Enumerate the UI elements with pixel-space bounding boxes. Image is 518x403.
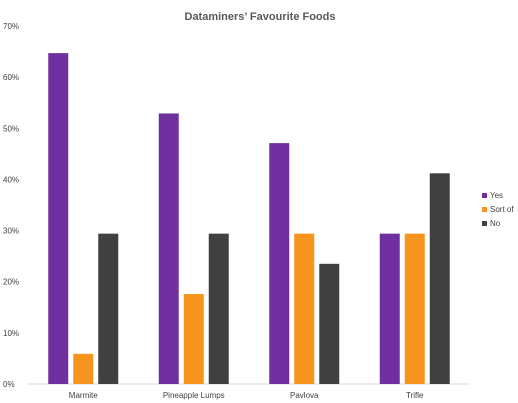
- legend-label: No: [490, 219, 501, 228]
- bar-yes-marmite: [48, 53, 69, 384]
- bar-sort-of-pineapple-lumps: [183, 293, 204, 384]
- bar-sort-of-trifle: [404, 233, 425, 384]
- y-tick-label: 40%: [3, 175, 19, 184]
- bar-no-trifle: [429, 173, 450, 384]
- bar-yes-pineapple-lumps: [158, 113, 179, 384]
- bar-no-marmite: [98, 233, 119, 384]
- x-category-label: Marmite: [69, 391, 98, 400]
- x-category-label: Trifle: [406, 391, 424, 400]
- y-tick-label: 60%: [3, 73, 19, 82]
- legend-label: Sort of: [490, 205, 514, 214]
- y-tick-label: 10%: [3, 329, 19, 338]
- bars: [48, 53, 450, 384]
- bar-no-pineapple-lumps: [208, 233, 229, 384]
- y-tick-label: 30%: [3, 227, 19, 236]
- legend: Yes Sort of No: [482, 191, 514, 228]
- x-category-label: Pineapple Lumps: [163, 391, 225, 400]
- y-tick-label: 20%: [3, 278, 19, 287]
- legend-swatch: [482, 207, 487, 212]
- y-tick-label: 0%: [3, 380, 15, 389]
- bar-yes-trifle: [379, 233, 400, 384]
- y-tick-label: 70%: [3, 22, 19, 31]
- bar-sort-of-pavlova: [294, 233, 315, 384]
- axes: 0% 10% 20% 30% 40% 50% 60% 70% Marmite Pineapple …: [3, 22, 470, 400]
- y-tick-label: 50%: [3, 124, 19, 133]
- chart-title: Dataminers’ Favourite Foods: [185, 11, 336, 23]
- x-category-label: Pavlova: [290, 391, 319, 400]
- bar-sort-of-marmite: [73, 353, 94, 384]
- legend-swatch: [482, 193, 487, 198]
- legend-label: Yes: [490, 191, 503, 200]
- legend-swatch: [482, 221, 487, 226]
- bar-yes-pavlova: [269, 143, 290, 384]
- bar-no-pavlova: [319, 263, 340, 384]
